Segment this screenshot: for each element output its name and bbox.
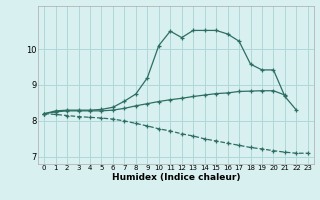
X-axis label: Humidex (Indice chaleur): Humidex (Indice chaleur) bbox=[112, 173, 240, 182]
